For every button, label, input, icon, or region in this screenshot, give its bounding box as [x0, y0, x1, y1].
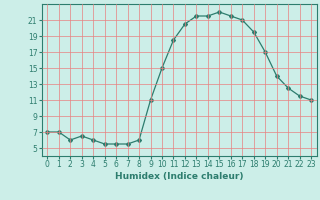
X-axis label: Humidex (Indice chaleur): Humidex (Indice chaleur) [115, 172, 244, 181]
